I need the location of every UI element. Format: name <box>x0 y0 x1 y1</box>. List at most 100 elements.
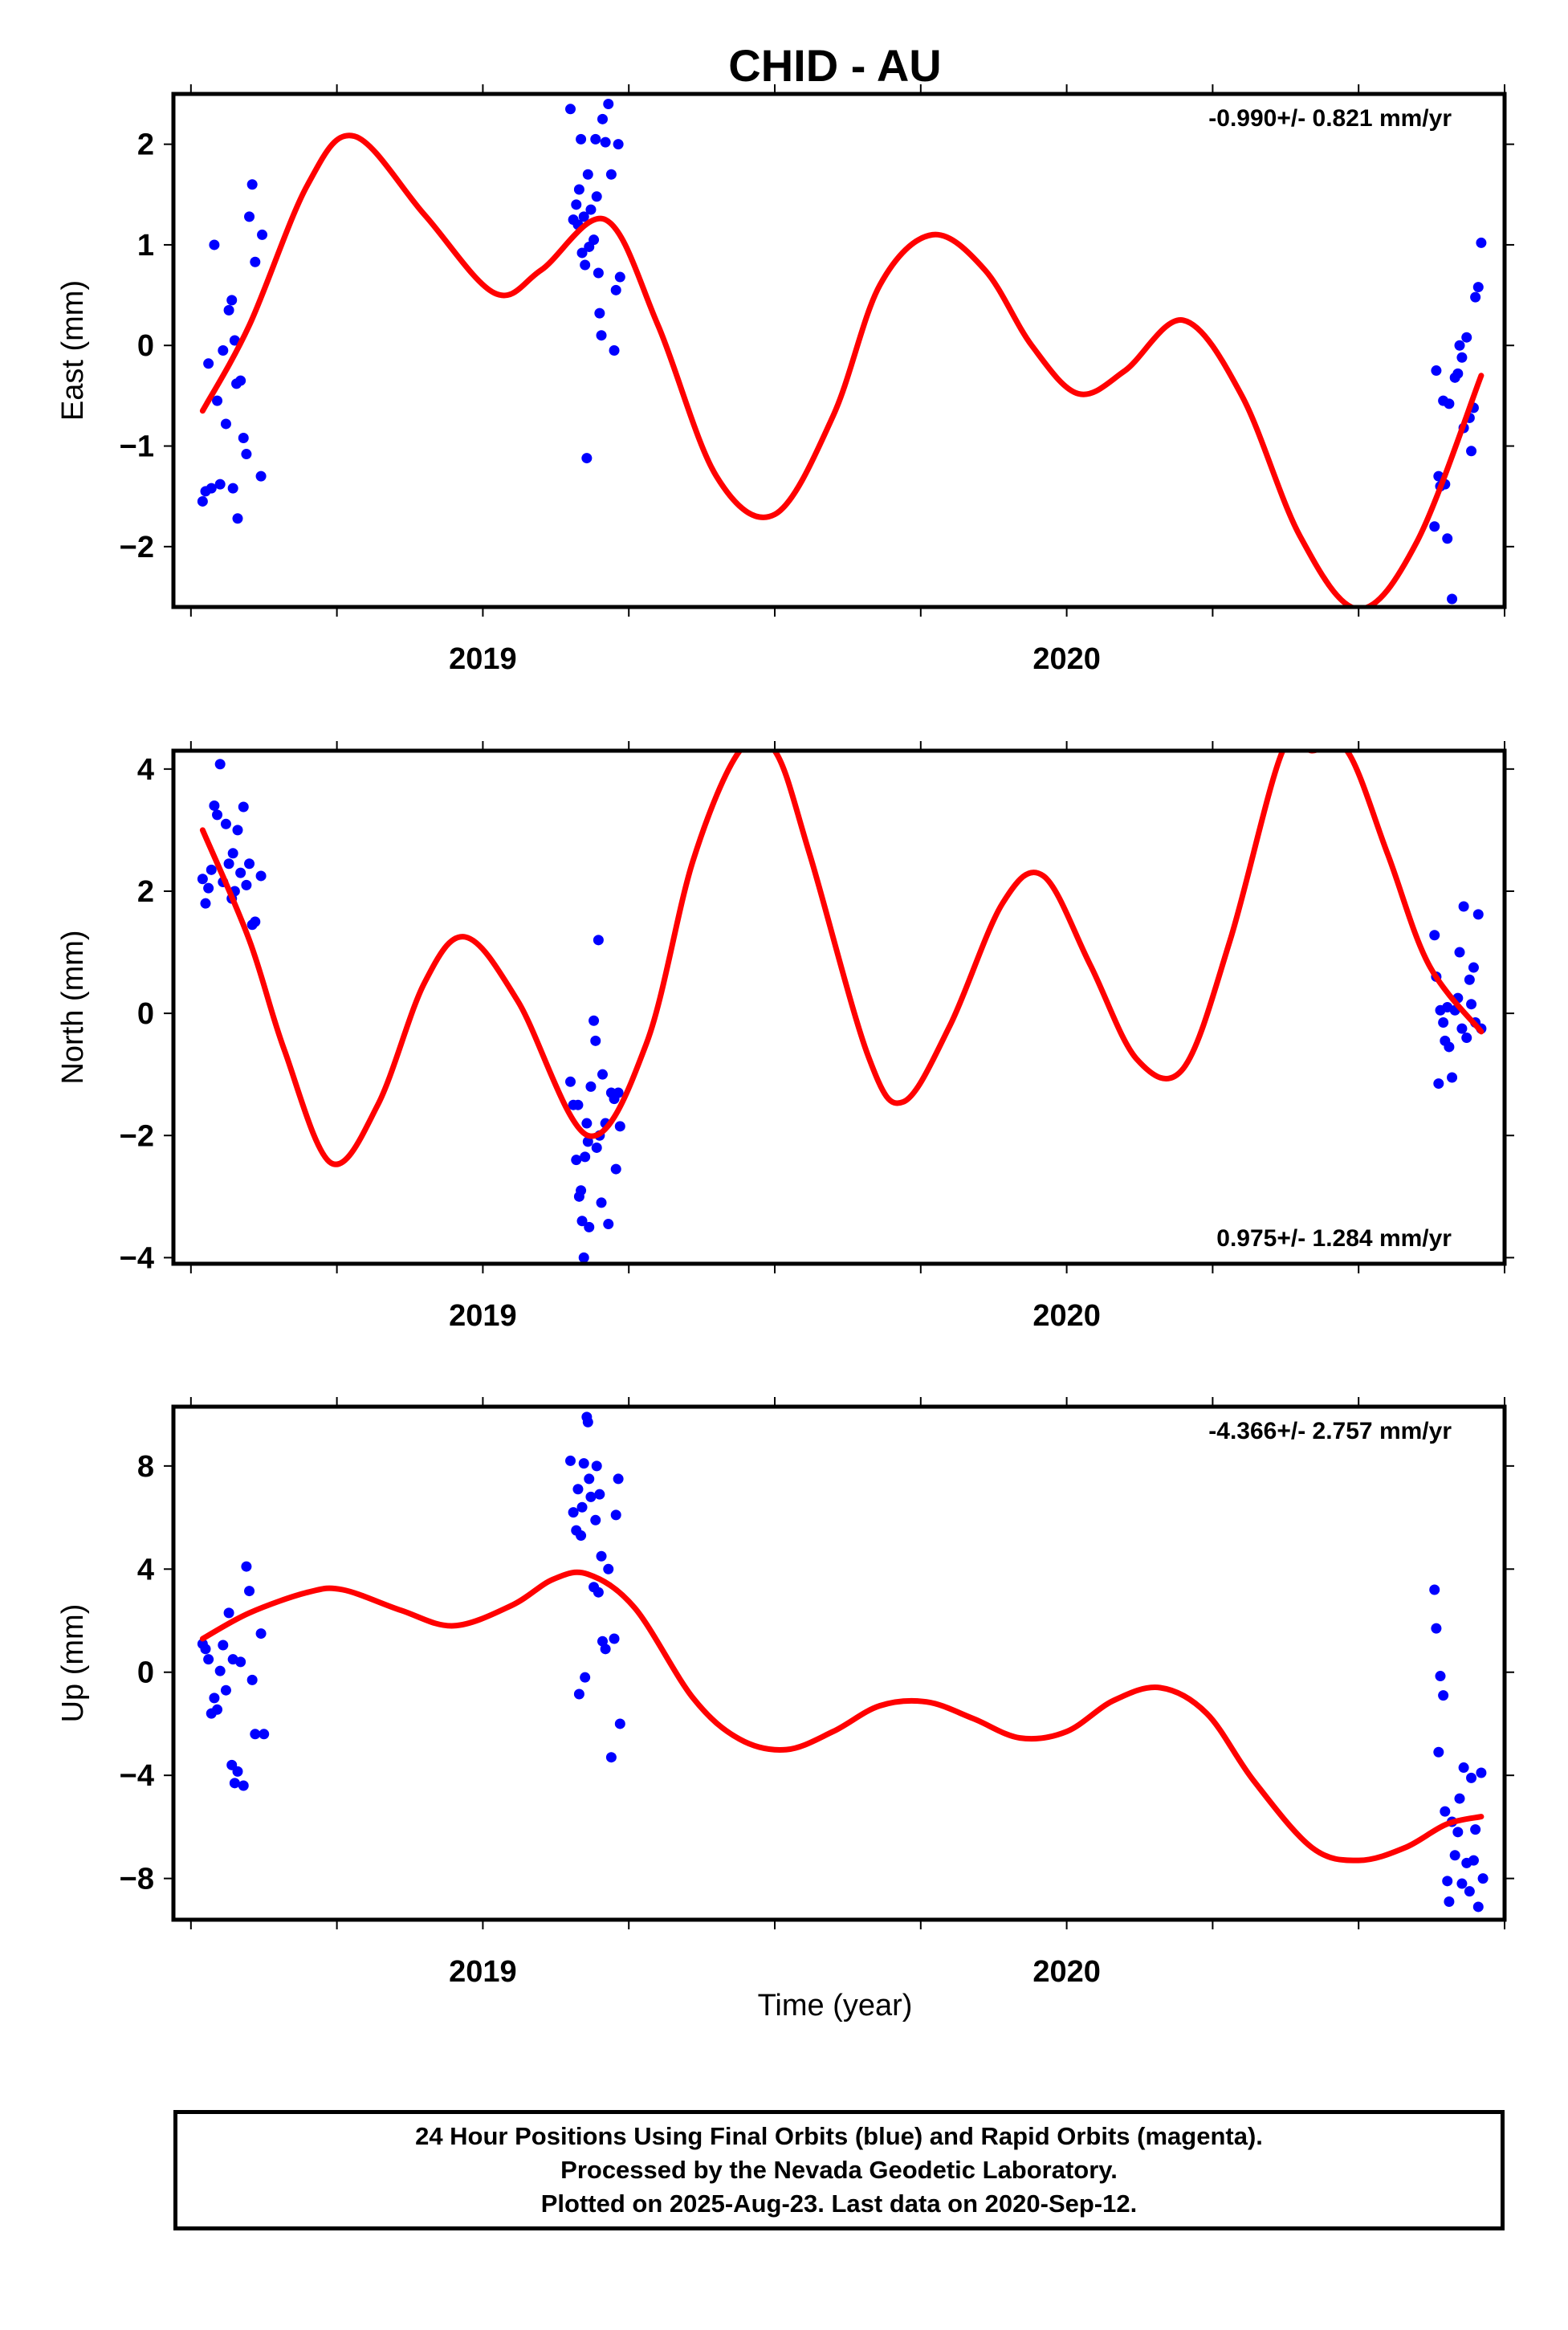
data-point <box>591 1460 602 1472</box>
data-point <box>1429 930 1440 941</box>
data-point <box>220 818 231 829</box>
data-point <box>238 433 249 444</box>
data-point <box>235 867 246 878</box>
data-point <box>212 809 223 821</box>
data-point <box>580 1151 591 1163</box>
data-point <box>582 1416 593 1428</box>
data-point <box>1447 593 1458 605</box>
data-point <box>572 1099 584 1110</box>
data-point <box>1468 1855 1479 1866</box>
data-point <box>614 271 625 283</box>
data-point <box>218 345 229 356</box>
data-points <box>197 1411 1489 1912</box>
data-point <box>600 136 611 148</box>
data-point <box>584 1221 595 1232</box>
data-point <box>255 870 267 882</box>
data-point <box>581 1118 593 1129</box>
plot-frame <box>171 748 1507 1266</box>
panel-east: 2019 2020 −2 −1 0 1 2 East (mm) -0.990+/- 0.821 … <box>56 84 1514 676</box>
data-point <box>593 935 604 946</box>
data-point <box>580 1672 591 1683</box>
data-point <box>244 211 255 222</box>
y-tick-label: −2 <box>120 531 154 564</box>
data-point <box>1435 1671 1446 1682</box>
y-tick-label: 4 <box>137 753 154 787</box>
y-tick-label: −8 <box>120 1863 154 1896</box>
data-point <box>585 1491 597 1502</box>
fit-curve <box>199 751 1485 1167</box>
data-point <box>244 1586 255 1597</box>
data-point <box>1431 1623 1442 1634</box>
y-tick-label: 0 <box>137 997 154 1031</box>
data-point <box>220 418 231 430</box>
data-point <box>200 898 211 909</box>
rate-annotation: -4.366+/- 2.757 mm/yr <box>1208 1418 1452 1444</box>
data-point <box>235 375 246 386</box>
data-point <box>593 1587 604 1598</box>
data-point <box>235 1656 246 1668</box>
rate-annotation: -0.990+/- 0.821 mm/yr <box>1208 105 1452 132</box>
data-point <box>594 308 605 319</box>
data-point <box>203 1654 214 1665</box>
data-point <box>218 1640 229 1651</box>
data-point <box>250 916 261 927</box>
data-point <box>1447 1072 1458 1083</box>
data-point <box>223 304 234 316</box>
data-point <box>590 1514 601 1525</box>
data-point <box>255 470 267 482</box>
caption-line-3: Plotted on 2025-Aug-23. Last data on 202… <box>540 2189 1138 2218</box>
data-point <box>613 1087 624 1098</box>
data-point <box>1472 282 1484 293</box>
data-point <box>578 1252 589 1263</box>
data-point <box>1466 1772 1477 1783</box>
data-point <box>255 1628 267 1640</box>
data-point <box>206 483 217 494</box>
data-point <box>257 229 268 240</box>
data-point <box>603 99 614 110</box>
data-point <box>250 1729 261 1740</box>
data-point <box>594 1489 605 1500</box>
y-ticks: −8 −4 0 4 8 <box>120 1450 1514 1896</box>
data-point <box>214 1665 226 1676</box>
data-point <box>582 1136 593 1147</box>
y-axis-label: Up (mm) <box>56 1604 90 1723</box>
data-point <box>589 234 600 246</box>
caption-box: 24 Hour Positions Using Final Orbits (bl… <box>173 2110 1505 2230</box>
data-point <box>596 330 607 341</box>
y-tick-label: −4 <box>120 1759 154 1793</box>
plot-frame <box>171 92 1507 609</box>
data-point <box>564 104 576 115</box>
x-tick-label: 2020 <box>1032 642 1101 676</box>
data-point <box>600 1644 611 1655</box>
x-ticks: 2019 2020 <box>189 1397 1505 1989</box>
y-tick-label: −2 <box>120 1119 154 1153</box>
data-point <box>610 1509 621 1521</box>
data-point <box>214 479 226 490</box>
data-point <box>613 1473 624 1485</box>
data-point <box>212 1704 223 1715</box>
rate-annotation: 0.975+/- 1.284 mm/yr <box>1216 1225 1452 1252</box>
y-axis-label: North (mm) <box>56 930 90 1084</box>
data-point <box>238 801 249 813</box>
data-point <box>591 1142 602 1153</box>
y-ticks: −2 −1 0 1 2 <box>120 128 1514 564</box>
data-point <box>571 199 582 210</box>
data-point <box>597 1069 608 1080</box>
data-point <box>584 1473 595 1485</box>
data-point <box>1458 1762 1469 1774</box>
data-point <box>585 204 597 215</box>
y-tick-label: 1 <box>137 229 154 263</box>
data-point <box>246 179 258 190</box>
data-point <box>576 1501 588 1513</box>
data-point <box>241 449 252 460</box>
data-point <box>596 1197 607 1208</box>
data-point <box>591 191 602 202</box>
data-point <box>1440 1806 1451 1817</box>
data-point <box>571 1155 582 1166</box>
data-point <box>1438 1690 1449 1701</box>
data-point <box>1470 291 1481 303</box>
data-point <box>203 882 214 894</box>
x-tick-label: 2020 <box>1032 1299 1101 1333</box>
data-point <box>223 858 234 870</box>
